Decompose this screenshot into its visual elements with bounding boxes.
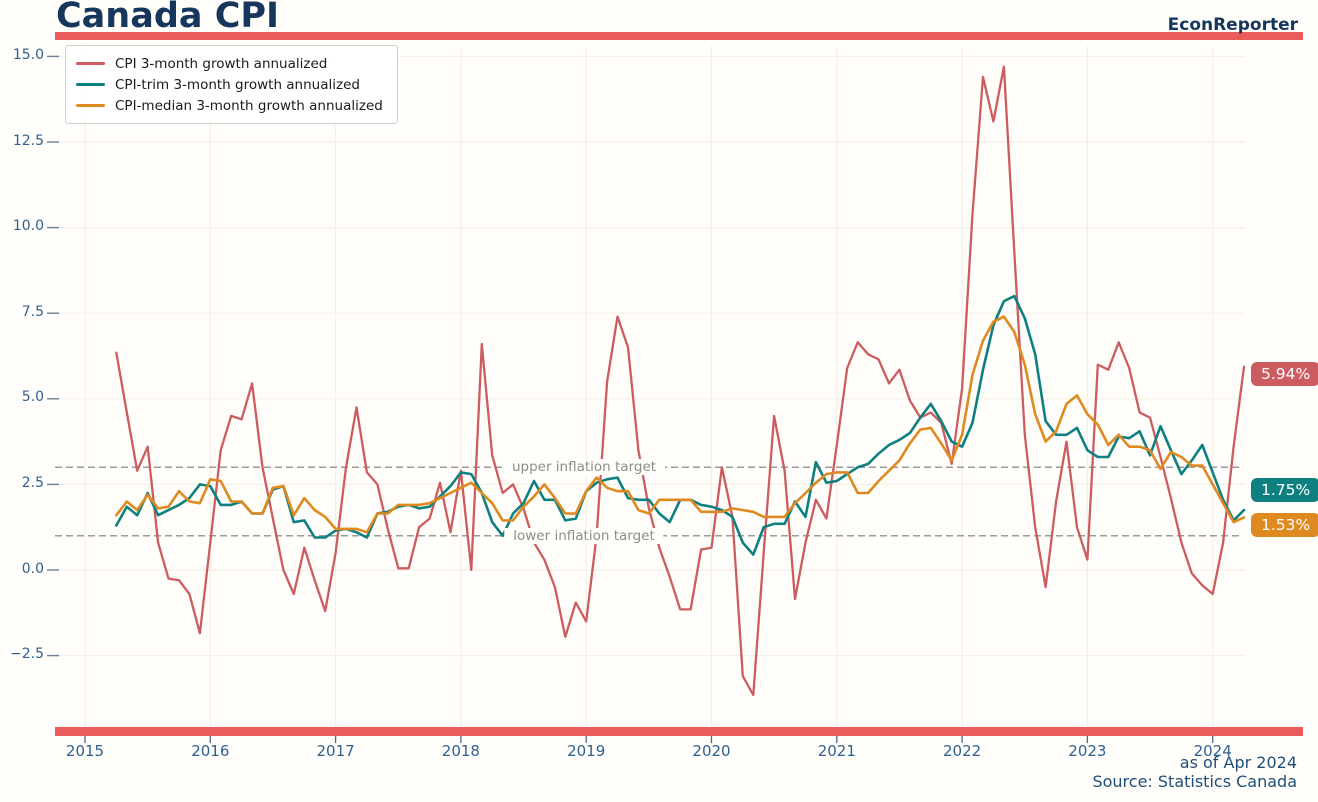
series-line-2 (115, 315, 1246, 534)
x-axis-label: 2019 (567, 742, 606, 760)
x-axis-label: 2017 (316, 742, 355, 760)
y-axis-label: 0.0 (21, 560, 44, 577)
legend: CPI 3-month growth annualized CPI-trim 3-… (65, 45, 398, 124)
x-axis-label: 2016 (191, 742, 230, 760)
legend-label: CPI-trim 3-month growth annualized (115, 76, 360, 93)
legend-label: CPI 3-month growth annualized (115, 55, 328, 72)
page-title: Canada CPI (56, 0, 280, 36)
x-axis-label: 2024 (1193, 742, 1232, 760)
legend-swatch-icon (76, 103, 105, 108)
legend-label: CPI-median 3-month growth annualized (115, 97, 383, 114)
end-value-badge-1: 1.75% (1251, 477, 1318, 502)
x-axis-label: 2022 (943, 742, 982, 760)
y-axis-label: 15.0 (12, 46, 44, 63)
legend-swatch-icon (76, 82, 105, 87)
y-axis-label: 12.5 (12, 132, 44, 149)
legend-item-2: CPI-median 3-month growth annualized (76, 95, 383, 116)
y-axis-label: 7.5 (21, 303, 44, 320)
legend-swatch-icon (76, 61, 105, 66)
legend-item-1: CPI-trim 3-month growth annualized (76, 74, 383, 95)
y-axis-label: 2.5 (21, 474, 44, 491)
x-axis-label: 2018 (441, 742, 480, 760)
legend-item-0: CPI 3-month growth annualized (76, 53, 383, 74)
source-note: Source: Statistics Canada (1092, 772, 1297, 791)
bottom-accent-bar (55, 727, 1303, 736)
y-axis-label: −2.5 (10, 646, 44, 663)
series-line-0 (115, 65, 1246, 697)
end-value-badge-0: 5.94% (1251, 362, 1318, 386)
lower-inflation-target-label: lower inflation target (504, 527, 664, 544)
x-axis-label: 2021 (817, 742, 856, 760)
x-axis-label: 2020 (692, 742, 731, 760)
y-axis-label: 10.0 (12, 218, 44, 235)
end-value-badge-2: 1.53% (1251, 512, 1318, 537)
x-axis-label: 2023 (1068, 742, 1107, 760)
y-axis-label: 5.0 (21, 389, 44, 406)
upper-inflation-target-label: upper inflation target (502, 459, 666, 476)
top-accent-bar (55, 32, 1303, 40)
brand-econreporter: EconReporter (1167, 15, 1298, 35)
as-of-date: as of Apr 2024 (1179, 753, 1297, 772)
x-axis-label: 2015 (65, 742, 105, 760)
